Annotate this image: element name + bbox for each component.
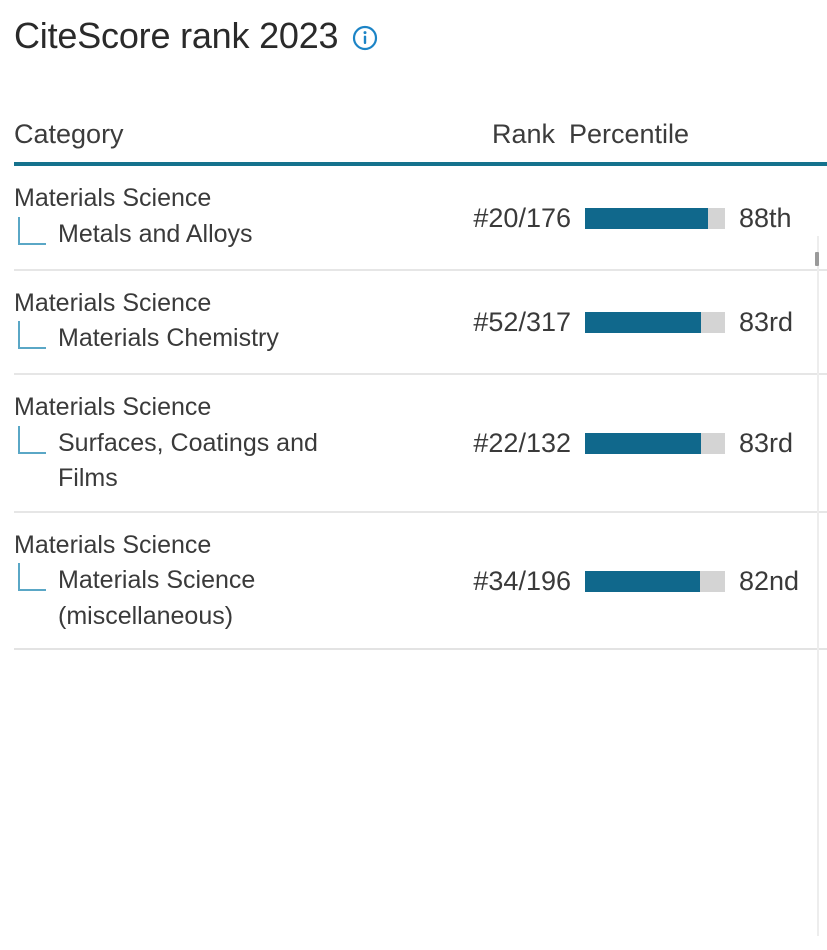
percentile-label: 83rd: [739, 307, 794, 338]
header-divider: [14, 162, 827, 166]
tree-branch-icon: [16, 425, 58, 464]
page-title: CiteScore rank 2023: [14, 15, 339, 57]
page-title-row: CiteScore rank 2023: [14, 0, 827, 56]
category-parent-label: Materials Science: [14, 530, 212, 559]
table-row[interactable]: Materials Science Materials Science (mis…: [14, 513, 827, 650]
column-header-percentile: Percentile: [569, 118, 690, 149]
category-child-label: Metals and Alloys: [58, 219, 253, 248]
percentile-bar-fill: [585, 312, 702, 334]
rank-value: #52/317: [473, 307, 571, 338]
category-cell: Materials Science Metals and Alloys: [14, 182, 419, 255]
percentile-bar-fill: [585, 207, 709, 229]
tree-branch-icon: [16, 563, 58, 601]
category-cell: Materials Science Materials Chemistry: [14, 287, 419, 360]
citescore-rank-table: Category Rank Percentile Materials Scien…: [14, 104, 827, 650]
scrollbar-thumb[interactable]: [815, 252, 819, 266]
percentile-bar-track: [585, 207, 725, 229]
percentile-cell: 82nd: [581, 566, 827, 597]
column-header-rank: Rank: [491, 118, 555, 149]
table-row[interactable]: Materials Science Materials Chemistry #5…: [14, 271, 827, 375]
percentile-bar-track: [585, 433, 725, 455]
tree-branch-icon: [16, 321, 58, 359]
table-header-row: Category Rank Percentile: [14, 104, 819, 150]
category-child-wrap: Metals and Alloys: [14, 216, 411, 255]
category-child-label: Materials Science (miscellaneous): [58, 566, 256, 630]
table-row[interactable]: Materials Science Surfaces, Coatings and…: [14, 375, 827, 513]
percentile-cell: 83rd: [581, 428, 827, 459]
percentile-cell: 88th: [581, 203, 827, 234]
percentile-label: 83rd: [739, 428, 794, 459]
category-parent-label: Materials Science: [14, 184, 212, 212]
table-row[interactable]: Materials Science Metals and Alloys #20/…: [14, 166, 827, 271]
percentile-label: 82nd: [739, 565, 800, 596]
tree-branch-icon: [16, 216, 58, 255]
category-child-label: Materials Chemistry: [58, 324, 279, 352]
category-cell: Materials Science Materials Science (mis…: [14, 529, 419, 635]
percentile-bar-track: [585, 570, 725, 592]
category-child-wrap: Materials Chemistry: [14, 321, 411, 359]
category-parent-label: Materials Science: [14, 393, 212, 421]
percentile-bar-fill: [585, 433, 702, 455]
category-cell: Materials Science Surfaces, Coatings and…: [14, 391, 419, 497]
rank-value: #20/176: [473, 202, 571, 233]
percentile-bar-fill: [585, 570, 700, 592]
rank-value: #22/132: [473, 428, 571, 459]
percentile-label: 88th: [739, 202, 792, 233]
category-parent-label: Materials Science: [14, 288, 212, 317]
category-child-wrap: Surfaces, Coatings and Films: [14, 425, 411, 497]
category-child-label: Surfaces, Coatings and Films: [58, 428, 318, 493]
category-child-wrap: Materials Science (miscellaneous): [14, 563, 411, 634]
rank-value: #34/196: [473, 565, 571, 596]
column-header-category: Category: [14, 118, 124, 149]
percentile-cell: 83rd: [581, 307, 827, 338]
info-circle-icon[interactable]: [352, 25, 378, 51]
percentile-bar-track: [585, 312, 725, 334]
scrollbar-track[interactable]: [817, 236, 819, 936]
